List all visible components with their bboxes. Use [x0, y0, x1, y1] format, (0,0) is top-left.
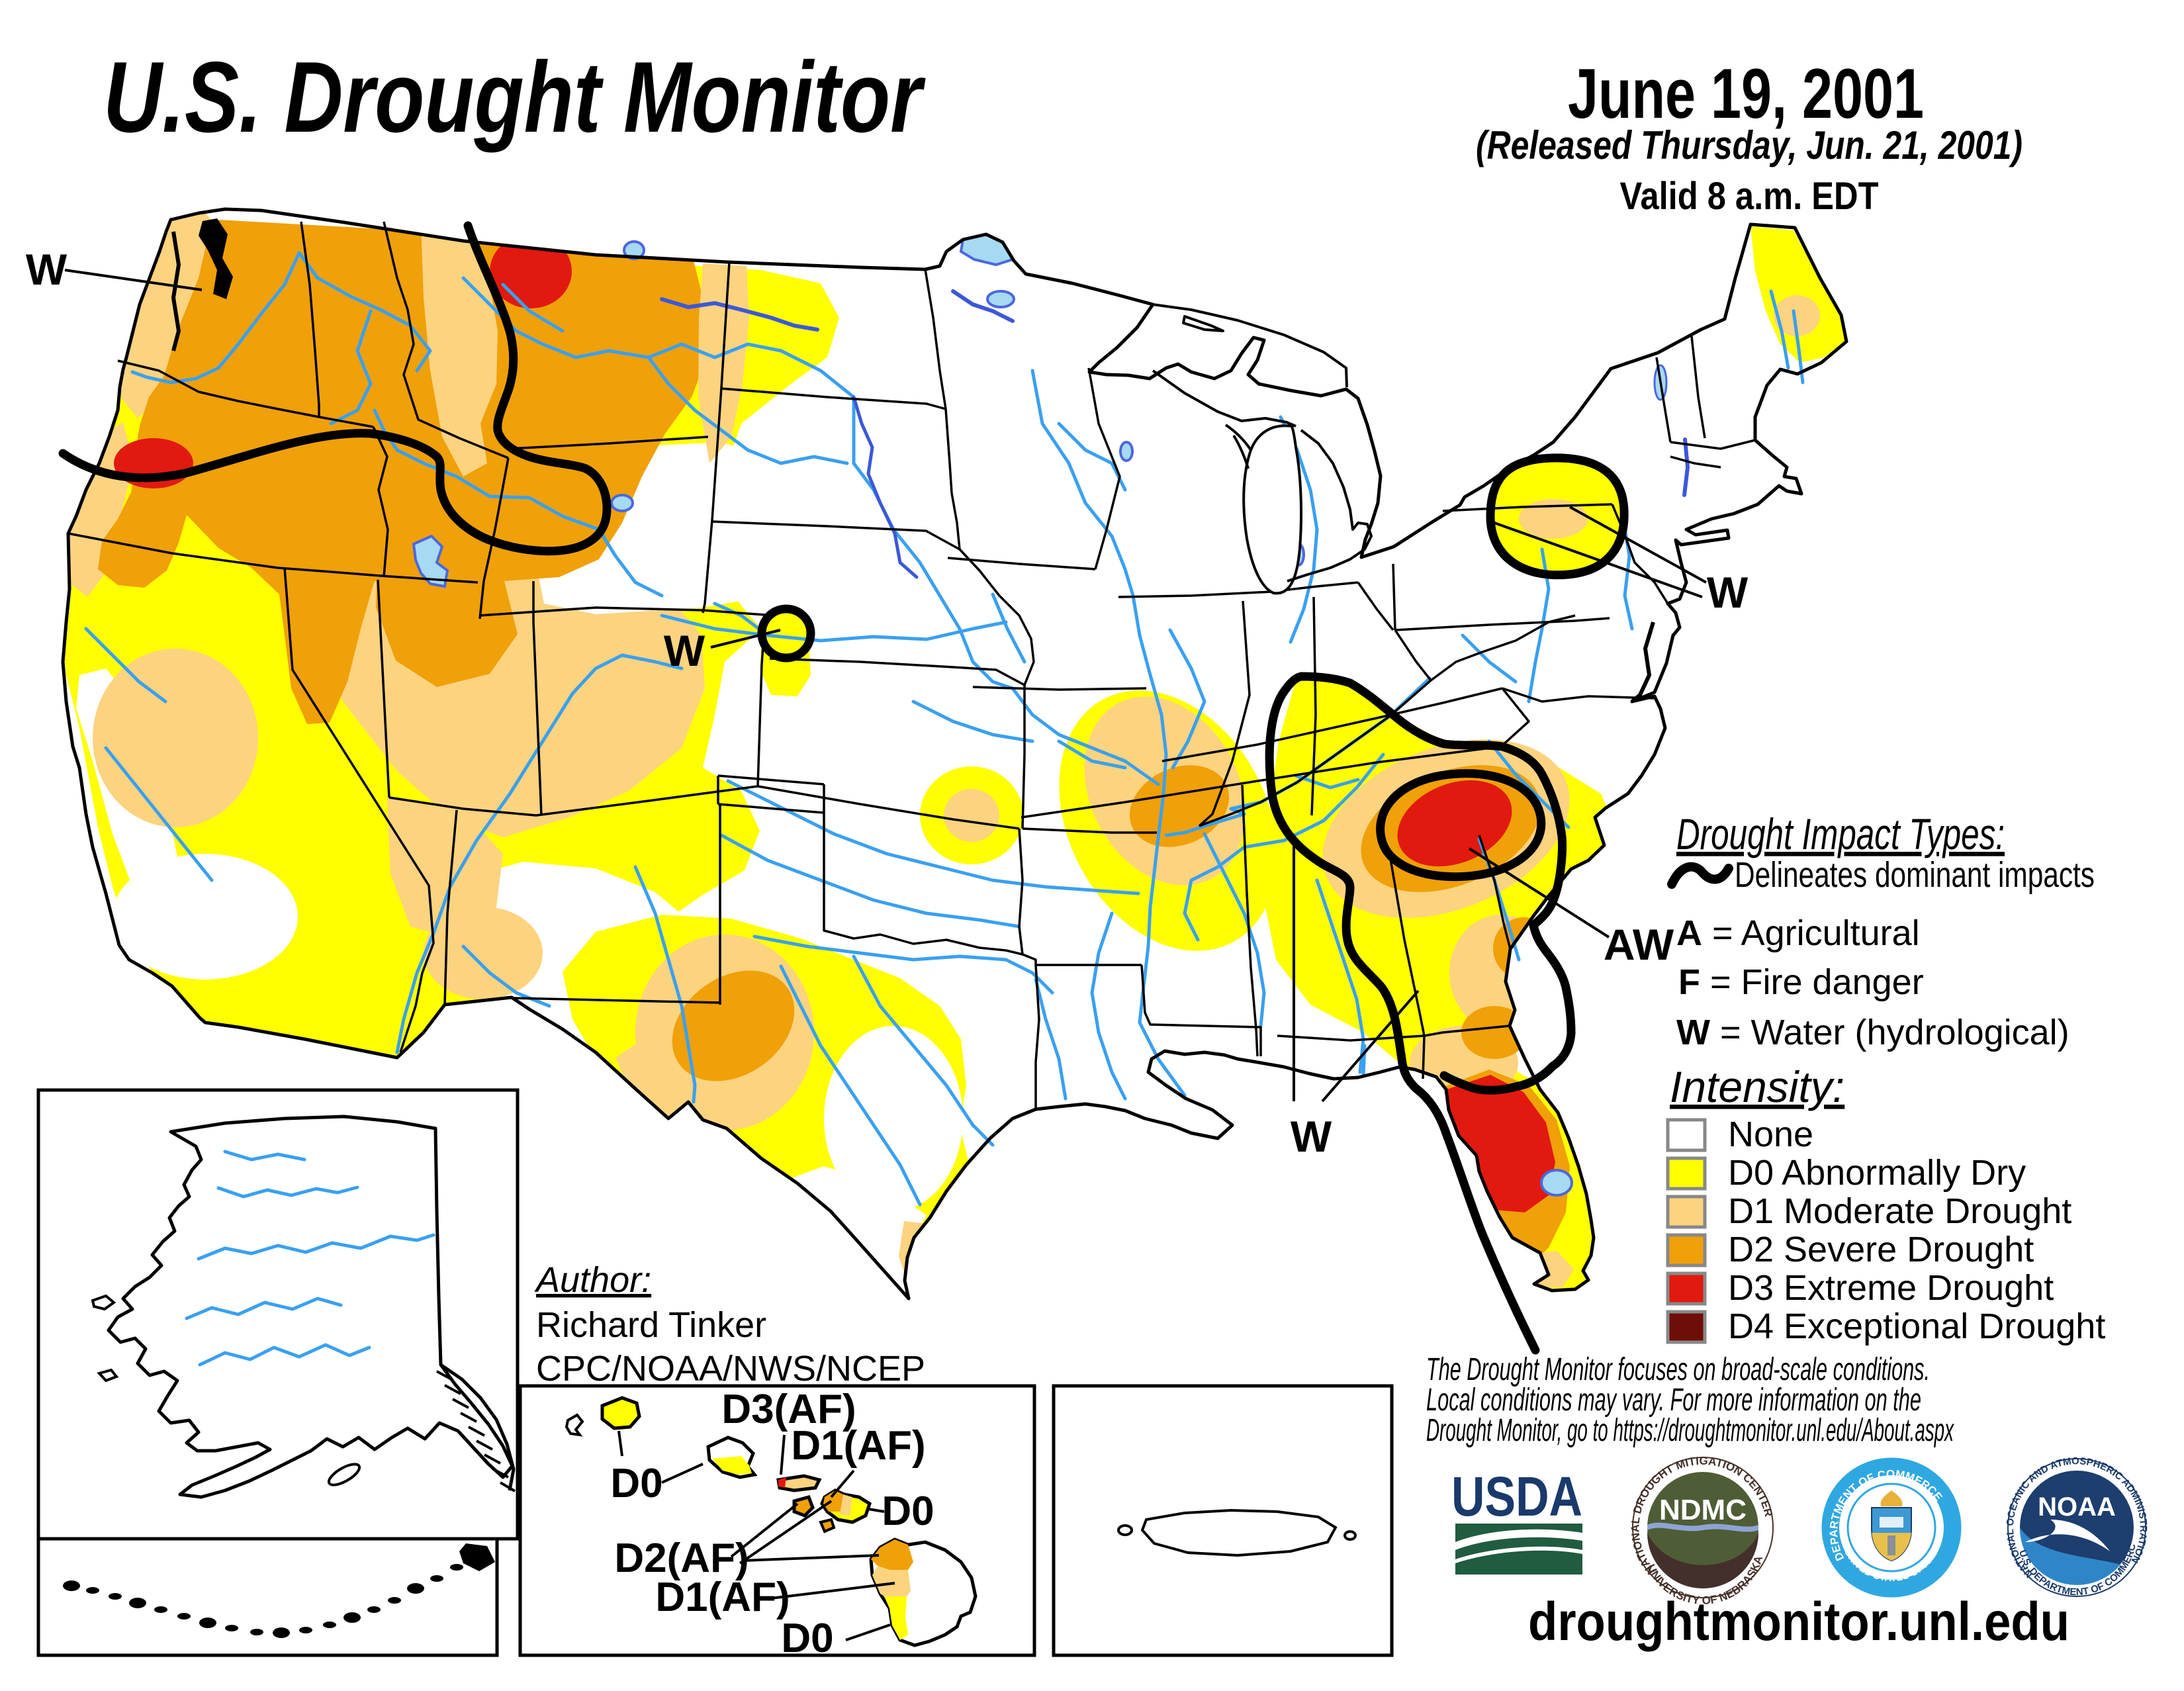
svg-text:Valid 8 a.m. EDT: Valid 8 a.m. EDT	[1620, 175, 1879, 218]
svg-text:AW: AW	[1604, 920, 1674, 969]
svg-text:The Drought Monitor focuses on: The Drought Monitor focuses on broad-sca…	[1426, 1352, 1930, 1387]
svg-text:USDA: USDA	[1451, 1465, 1582, 1528]
svg-text:F = Fire danger: F = Fire danger	[1678, 962, 1924, 1002]
svg-text:W = Water (hydrological): W = Water (hydrological)	[1676, 1013, 2070, 1052]
svg-text:Local conditions may vary. For: Local conditions may vary. For more info…	[1426, 1383, 1921, 1418]
svg-text:D1(AF): D1(AF)	[791, 1423, 925, 1469]
svg-text:U.S. Drought Monitor: U.S. Drought Monitor	[103, 41, 926, 154]
svg-text:Author:: Author:	[534, 1260, 651, 1300]
svg-text:D4 Exceptional Drought: D4 Exceptional Drought	[1728, 1306, 2105, 1346]
svg-text:D3(AF): D3(AF)	[721, 1387, 856, 1432]
svg-text:Richard Tinker: Richard Tinker	[536, 1305, 766, 1345]
svg-text:W: W	[26, 245, 68, 294]
svg-text:D3 Extreme Drought: D3 Extreme Drought	[1728, 1268, 2054, 1308]
svg-text:D0 Abnormally Dry: D0 Abnormally Dry	[1728, 1153, 2026, 1193]
svg-text:droughtmonitor.unl.edu: droughtmonitor.unl.edu	[1528, 1592, 2070, 1652]
svg-text:June 19, 2001: June 19, 2001	[1568, 54, 1924, 133]
svg-text:Intensity:: Intensity:	[1670, 1062, 1844, 1111]
svg-text:NDMC: NDMC	[1659, 1494, 1747, 1526]
svg-text:D2 Severe Drought: D2 Severe Drought	[1728, 1230, 2034, 1269]
svg-text:NOAA: NOAA	[2038, 1492, 2116, 1522]
svg-text:D1(AF): D1(AF)	[655, 1575, 790, 1620]
svg-text:A = Agricultural: A = Agricultural	[1676, 913, 1920, 953]
svg-text:None: None	[1728, 1115, 1813, 1154]
svg-text:W: W	[1707, 568, 1749, 617]
svg-text:D1 Moderate Drought: D1 Moderate Drought	[1728, 1191, 2071, 1231]
svg-text:Drought Impact Types:: Drought Impact Types:	[1676, 809, 2005, 858]
svg-text:D0: D0	[882, 1488, 934, 1534]
svg-text:(Released Thursday, Jun. 21, 2: (Released Thursday, Jun. 21, 2001)	[1476, 123, 2023, 167]
svg-text:W: W	[1291, 1112, 1332, 1161]
svg-text:W: W	[664, 626, 705, 675]
svg-text:Drought Monitor, go to https:/: Drought Monitor, go to https://droughtmo…	[1426, 1413, 1954, 1448]
svg-text:CPC/NOAA/NWS/NCEP: CPC/NOAA/NWS/NCEP	[536, 1349, 925, 1389]
svg-text:D0: D0	[610, 1461, 662, 1506]
svg-text:Delineates dominant impacts: Delineates dominant impacts	[1735, 855, 2095, 895]
svg-text:D2(AF): D2(AF)	[614, 1535, 749, 1581]
svg-text:D0: D0	[781, 1616, 833, 1661]
